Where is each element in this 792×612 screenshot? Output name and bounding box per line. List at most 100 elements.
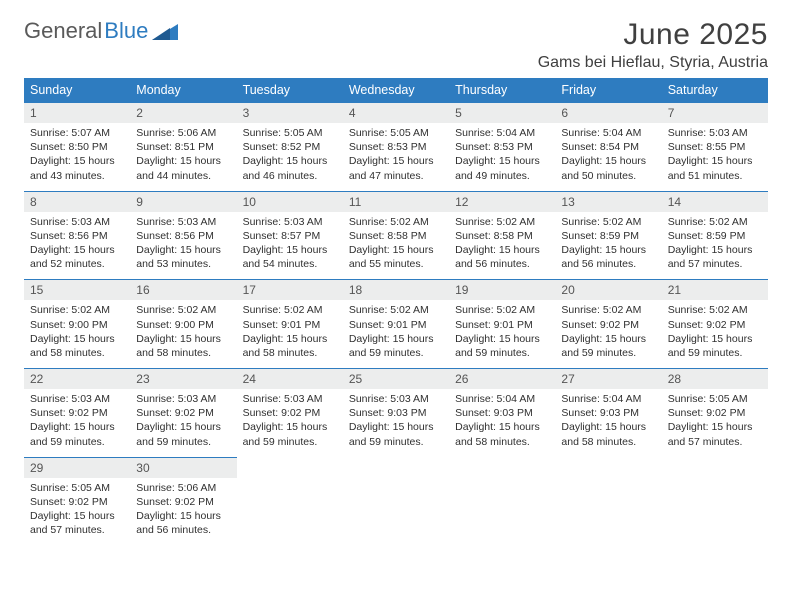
day-number: 15 xyxy=(24,280,130,300)
day-number: 2 xyxy=(130,103,236,123)
sunrise-line: Sunrise: 5:04 AM xyxy=(561,126,655,140)
sunset-line: Sunset: 8:53 PM xyxy=(455,140,549,154)
day-body: Sunrise: 5:05 AMSunset: 9:02 PMDaylight:… xyxy=(662,389,768,457)
day-body: Sunrise: 5:02 AMSunset: 9:02 PMDaylight:… xyxy=(662,300,768,368)
sunrise-line: Sunrise: 5:06 AM xyxy=(136,126,230,140)
day-number: 19 xyxy=(449,280,555,300)
day-body: Sunrise: 5:05 AMSunset: 8:53 PMDaylight:… xyxy=(343,123,449,191)
daylight-line: Daylight: 15 hours and 59 minutes. xyxy=(30,420,124,448)
day-number: 8 xyxy=(24,192,130,212)
daylight-line: Daylight: 15 hours and 58 minutes. xyxy=(243,332,337,360)
day-number: 7 xyxy=(662,103,768,123)
day-number: 12 xyxy=(449,192,555,212)
calendar-cell: 30Sunrise: 5:06 AMSunset: 9:02 PMDayligh… xyxy=(130,457,236,545)
sunset-line: Sunset: 8:56 PM xyxy=(136,229,230,243)
sunset-line: Sunset: 9:01 PM xyxy=(455,318,549,332)
day-number: 20 xyxy=(555,280,661,300)
day-body: Sunrise: 5:04 AMSunset: 9:03 PMDaylight:… xyxy=(449,389,555,457)
weekday-thursday: Thursday xyxy=(449,78,555,103)
calendar-cell xyxy=(237,457,343,545)
day-body: Sunrise: 5:05 AMSunset: 9:02 PMDaylight:… xyxy=(24,478,130,546)
daylight-line: Daylight: 15 hours and 59 minutes. xyxy=(349,332,443,360)
sunset-line: Sunset: 8:54 PM xyxy=(561,140,655,154)
sunset-line: Sunset: 9:02 PM xyxy=(243,406,337,420)
calendar-cell: 20Sunrise: 5:02 AMSunset: 9:02 PMDayligh… xyxy=(555,280,661,369)
day-body: Sunrise: 5:04 AMSunset: 9:03 PMDaylight:… xyxy=(555,389,661,457)
day-number: 10 xyxy=(237,192,343,212)
day-number: 26 xyxy=(449,369,555,389)
sunrise-line: Sunrise: 5:02 AM xyxy=(668,215,762,229)
calendar-cell: 14Sunrise: 5:02 AMSunset: 8:59 PMDayligh… xyxy=(662,191,768,280)
sunrise-line: Sunrise: 5:03 AM xyxy=(136,215,230,229)
month-title: June 2025 xyxy=(538,18,768,52)
sunset-line: Sunset: 8:59 PM xyxy=(561,229,655,243)
day-number: 18 xyxy=(343,280,449,300)
sunset-line: Sunset: 9:02 PM xyxy=(136,406,230,420)
sunrise-line: Sunrise: 5:04 AM xyxy=(455,126,549,140)
daylight-line: Daylight: 15 hours and 44 minutes. xyxy=(136,154,230,182)
calendar-cell: 1Sunrise: 5:07 AMSunset: 8:50 PMDaylight… xyxy=(24,103,130,192)
calendar-cell: 9Sunrise: 5:03 AMSunset: 8:56 PMDaylight… xyxy=(130,191,236,280)
sunset-line: Sunset: 8:52 PM xyxy=(243,140,337,154)
daylight-line: Daylight: 15 hours and 56 minutes. xyxy=(136,509,230,537)
calendar-cell xyxy=(343,457,449,545)
day-body: Sunrise: 5:02 AMSunset: 9:01 PMDaylight:… xyxy=(343,300,449,368)
calendar-cell: 16Sunrise: 5:02 AMSunset: 9:00 PMDayligh… xyxy=(130,280,236,369)
calendar-cell xyxy=(662,457,768,545)
weekday-sunday: Sunday xyxy=(24,78,130,103)
daylight-line: Daylight: 15 hours and 59 minutes. xyxy=(243,420,337,448)
sunrise-line: Sunrise: 5:02 AM xyxy=(30,303,124,317)
calendar-cell: 7Sunrise: 5:03 AMSunset: 8:55 PMDaylight… xyxy=(662,103,768,192)
weekday-tuesday: Tuesday xyxy=(237,78,343,103)
calendar-cell: 13Sunrise: 5:02 AMSunset: 8:59 PMDayligh… xyxy=(555,191,661,280)
weekday-header-row: Sunday Monday Tuesday Wednesday Thursday… xyxy=(24,78,768,103)
calendar-cell xyxy=(555,457,661,545)
sunrise-line: Sunrise: 5:03 AM xyxy=(243,215,337,229)
logo-text-blue: Blue xyxy=(104,18,148,44)
calendar-cell: 25Sunrise: 5:03 AMSunset: 9:03 PMDayligh… xyxy=(343,369,449,458)
sunset-line: Sunset: 9:03 PM xyxy=(455,406,549,420)
calendar-cell xyxy=(449,457,555,545)
calendar-cell: 26Sunrise: 5:04 AMSunset: 9:03 PMDayligh… xyxy=(449,369,555,458)
day-body: Sunrise: 5:04 AMSunset: 8:53 PMDaylight:… xyxy=(449,123,555,191)
calendar-cell: 15Sunrise: 5:02 AMSunset: 9:00 PMDayligh… xyxy=(24,280,130,369)
daylight-line: Daylight: 15 hours and 57 minutes. xyxy=(668,243,762,271)
daylight-line: Daylight: 15 hours and 59 minutes. xyxy=(561,332,655,360)
day-body: Sunrise: 5:06 AMSunset: 9:02 PMDaylight:… xyxy=(130,478,236,546)
day-number: 25 xyxy=(343,369,449,389)
sunrise-line: Sunrise: 5:05 AM xyxy=(349,126,443,140)
calendar-row: 22Sunrise: 5:03 AMSunset: 9:02 PMDayligh… xyxy=(24,369,768,458)
sunrise-line: Sunrise: 5:02 AM xyxy=(561,215,655,229)
sunset-line: Sunset: 8:51 PM xyxy=(136,140,230,154)
daylight-line: Daylight: 15 hours and 56 minutes. xyxy=(561,243,655,271)
weekday-wednesday: Wednesday xyxy=(343,78,449,103)
sunset-line: Sunset: 9:02 PM xyxy=(136,495,230,509)
day-number: 3 xyxy=(237,103,343,123)
day-number: 5 xyxy=(449,103,555,123)
daylight-line: Daylight: 15 hours and 55 minutes. xyxy=(349,243,443,271)
sunset-line: Sunset: 8:53 PM xyxy=(349,140,443,154)
sunset-line: Sunset: 8:56 PM xyxy=(30,229,124,243)
sunset-line: Sunset: 8:59 PM xyxy=(668,229,762,243)
sunrise-line: Sunrise: 5:02 AM xyxy=(349,303,443,317)
calendar-cell: 6Sunrise: 5:04 AMSunset: 8:54 PMDaylight… xyxy=(555,103,661,192)
sunset-line: Sunset: 8:55 PM xyxy=(668,140,762,154)
day-number: 16 xyxy=(130,280,236,300)
day-body: Sunrise: 5:07 AMSunset: 8:50 PMDaylight:… xyxy=(24,123,130,191)
daylight-line: Daylight: 15 hours and 57 minutes. xyxy=(668,420,762,448)
calendar-cell: 19Sunrise: 5:02 AMSunset: 9:01 PMDayligh… xyxy=(449,280,555,369)
sunrise-line: Sunrise: 5:02 AM xyxy=(136,303,230,317)
day-number: 13 xyxy=(555,192,661,212)
daylight-line: Daylight: 15 hours and 52 minutes. xyxy=(30,243,124,271)
sunset-line: Sunset: 8:57 PM xyxy=(243,229,337,243)
sunset-line: Sunset: 9:03 PM xyxy=(349,406,443,420)
day-body: Sunrise: 5:03 AMSunset: 9:02 PMDaylight:… xyxy=(237,389,343,457)
sunrise-line: Sunrise: 5:04 AM xyxy=(455,392,549,406)
day-number: 17 xyxy=(237,280,343,300)
sunset-line: Sunset: 9:02 PM xyxy=(561,318,655,332)
day-body: Sunrise: 5:02 AMSunset: 8:58 PMDaylight:… xyxy=(449,212,555,280)
calendar-cell: 21Sunrise: 5:02 AMSunset: 9:02 PMDayligh… xyxy=(662,280,768,369)
day-body: Sunrise: 5:02 AMSunset: 8:59 PMDaylight:… xyxy=(555,212,661,280)
sunrise-line: Sunrise: 5:02 AM xyxy=(455,303,549,317)
sunrise-line: Sunrise: 5:03 AM xyxy=(243,392,337,406)
